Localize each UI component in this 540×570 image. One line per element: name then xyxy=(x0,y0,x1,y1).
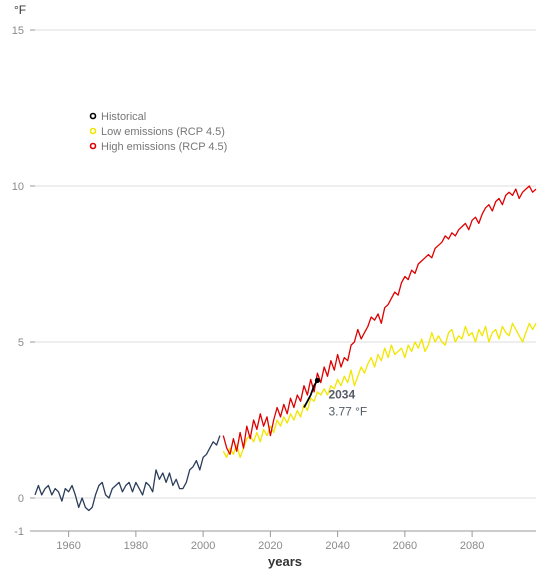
legend-label-high-emissions: High emissions (RCP 4.5) xyxy=(101,141,227,153)
x-tick-label-1960: 1960 xyxy=(56,540,80,552)
legend-item-historical[interactable]: Historical xyxy=(89,111,147,123)
y-tick-label-15: 15 xyxy=(12,25,24,37)
hover-point xyxy=(314,377,321,383)
series-line-historical xyxy=(303,379,319,408)
legend-item-high-emissions[interactable]: High emissions (RCP 4.5) xyxy=(89,141,228,153)
y-tick-label--1: -1 xyxy=(14,526,24,538)
y-tick-labels: 15 10 5 0 -1 xyxy=(12,25,24,538)
hover-tooltip: 2034 3.77 °F xyxy=(314,377,367,418)
gridlines xyxy=(30,29,536,532)
legend-marker-high-emissions xyxy=(89,142,97,150)
x-tick-label-2000: 2000 xyxy=(191,540,215,552)
x-ticks: 1960 1980 2000 2020 2040 2060 2080 xyxy=(56,531,484,552)
x-tick-label-2080: 2080 xyxy=(460,540,484,552)
x-tick-label-2020: 2020 xyxy=(258,540,282,552)
legend-label-historical: Historical xyxy=(101,111,146,123)
y-tick-label-0: 0 xyxy=(18,493,24,505)
series-line-observed xyxy=(34,435,221,512)
x-axis-title: years xyxy=(268,554,302,569)
x-tick-label-2060: 2060 xyxy=(393,540,417,552)
y-tick-label-10: 10 xyxy=(12,181,24,193)
legend: Historical Low emissions (RCP 4.5) High … xyxy=(89,111,228,153)
series-line-low xyxy=(222,322,537,459)
series-line-high xyxy=(222,185,537,455)
tooltip-value: 3.77 °F xyxy=(328,404,367,418)
legend-marker-historical xyxy=(89,112,97,120)
tooltip-year: 2034 xyxy=(328,387,355,401)
series-layer[interactable] xyxy=(34,185,537,512)
y-unit-label: °F xyxy=(14,3,26,17)
x-tick-label-2040: 2040 xyxy=(325,540,349,552)
y-tick-label-5: 5 xyxy=(18,337,24,349)
legend-marker-low-emissions xyxy=(89,127,97,135)
x-tick-label-1980: 1980 xyxy=(124,540,148,552)
legend-label-low-emissions: Low emissions (RCP 4.5) xyxy=(101,126,225,138)
legend-item-low-emissions[interactable]: Low emissions (RCP 4.5) xyxy=(89,126,225,138)
